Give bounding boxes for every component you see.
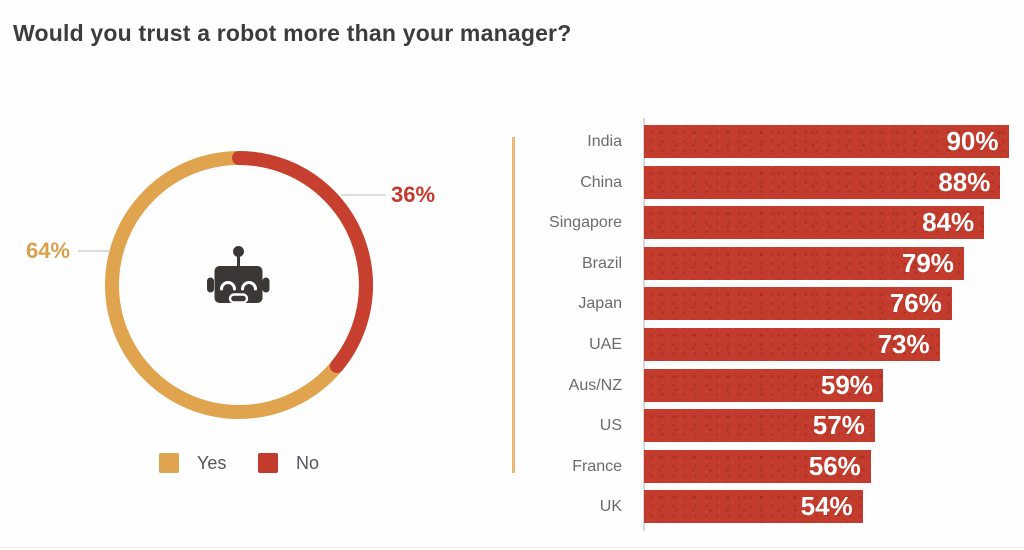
bar: 79% bbox=[644, 246, 964, 280]
bar: 59% bbox=[644, 368, 883, 402]
bar-row: US 57% bbox=[0, 409, 1024, 443]
bar-row: Singapore 84% bbox=[0, 206, 1024, 240]
value-label: 73% bbox=[877, 329, 930, 359]
bar: 90% bbox=[644, 125, 1009, 158]
category-label: UAE bbox=[589, 336, 622, 353]
bottom-border bbox=[0, 547, 1024, 548]
category-label: France bbox=[572, 457, 622, 475]
bar-row: China 88% bbox=[0, 165, 1024, 199]
category-label: Brazil bbox=[581, 254, 622, 272]
category-label: China bbox=[580, 173, 622, 191]
bar: 76% bbox=[644, 287, 952, 321]
value-label: 59% bbox=[820, 369, 873, 400]
robot-icon bbox=[207, 246, 270, 304]
callout-no: 36% bbox=[391, 182, 436, 207]
donut-ring-no bbox=[105, 151, 373, 419]
category-label: Aus/NZ bbox=[568, 376, 622, 394]
callout-line-no bbox=[341, 194, 386, 196]
bar: 88% bbox=[644, 165, 1001, 199]
value-label: 84% bbox=[922, 207, 975, 238]
bar: 56% bbox=[644, 449, 871, 483]
legend-label-yes: Yes bbox=[197, 453, 227, 473]
value-label: 57% bbox=[812, 410, 865, 441]
callout-line-yes bbox=[78, 250, 109, 252]
category-label: India bbox=[587, 133, 622, 150]
donut-chart bbox=[105, 151, 373, 419]
value-label: 76% bbox=[889, 288, 942, 319]
bar: 54% bbox=[644, 490, 863, 524]
bar-row: France 56% bbox=[0, 449, 1024, 483]
value-label: 56% bbox=[808, 450, 861, 481]
legend-label-no: No bbox=[296, 453, 320, 473]
value-label: 54% bbox=[800, 491, 853, 522]
bar-row: Brazil 79% bbox=[0, 246, 1024, 280]
category-label: Singapore bbox=[549, 214, 622, 232]
value-label: 88% bbox=[938, 166, 991, 197]
bar-row: Aus/NZ 59% bbox=[0, 368, 1024, 402]
bar: 84% bbox=[644, 206, 985, 240]
divider-line bbox=[512, 137, 515, 473]
category-label: UK bbox=[599, 498, 622, 516]
bar-row: UK 54% bbox=[0, 490, 1024, 524]
value-label: 79% bbox=[901, 247, 954, 278]
category-label: US bbox=[599, 417, 622, 435]
callout-yes: 64% bbox=[25, 238, 70, 263]
bar-axis-line bbox=[643, 118, 645, 531]
category-label: Japan bbox=[578, 295, 622, 313]
page-title: Would you trust a robot more than your m… bbox=[13, 20, 572, 46]
value-label: 90% bbox=[946, 126, 999, 156]
bar: 57% bbox=[644, 409, 875, 443]
bar-row: India 90% bbox=[0, 125, 1024, 158]
legend-swatch-no bbox=[258, 453, 278, 473]
legend-swatch-yes bbox=[159, 453, 179, 473]
bar: 73% bbox=[644, 328, 940, 361]
bar-row: UAE 73% bbox=[0, 328, 1024, 361]
bar-row: Japan 76% bbox=[0, 287, 1024, 321]
